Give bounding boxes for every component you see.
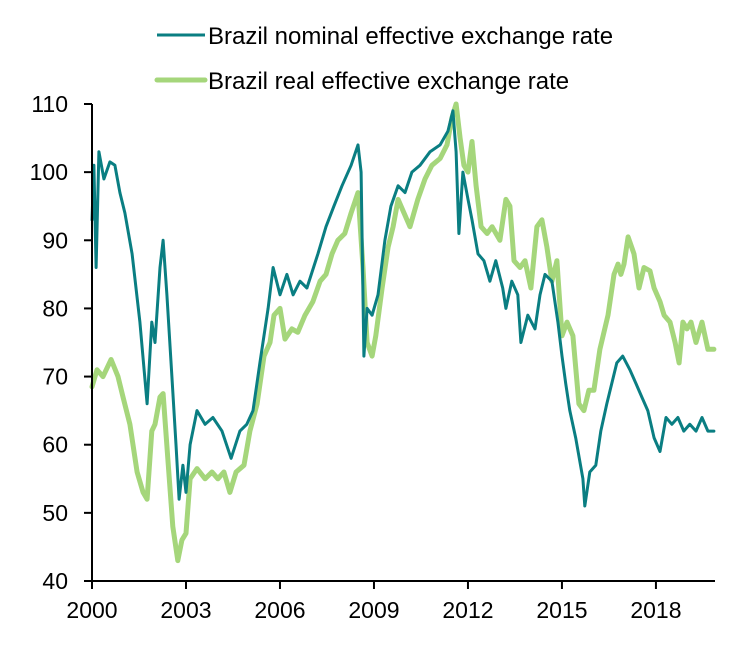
y-axis-ticks: 40 50 60 70 80 90 100 110 [30, 91, 92, 594]
x-axis-ticks: 2000 2003 2006 2009 2012 2015 2018 [66, 581, 682, 623]
series-line-real [89, 101, 717, 564]
x-tick-label: 2018 [630, 597, 681, 623]
x-tick-label: 2015 [536, 597, 587, 623]
y-tick-label: 50 [42, 500, 68, 526]
legend-item-nominal: Brazil nominal effective exchange rate [157, 23, 613, 50]
y-tick-label: 40 [42, 568, 68, 594]
y-tick-label: 110 [31, 91, 68, 117]
x-tick-label: 2006 [254, 597, 305, 623]
x-tick-label: 2009 [348, 597, 399, 623]
legend: Brazil nominal effective exchange rate B… [154, 23, 613, 95]
legend-item-real: Brazil real effective exchange rate [154, 68, 569, 95]
x-tick-label: 2003 [160, 597, 211, 623]
y-tick-label: 90 [42, 227, 68, 253]
y-tick-label: 100 [30, 159, 68, 185]
y-tick-label: 80 [42, 295, 68, 321]
y-tick-label: 70 [42, 364, 68, 390]
y-tick-label: 60 [42, 432, 68, 458]
legend-label-nominal: Brazil nominal effective exchange rate [208, 23, 613, 50]
x-tick-label: 2012 [442, 597, 493, 623]
series-line-nominal [90, 109, 716, 508]
x-tick-label: 2000 [66, 597, 117, 623]
legend-label-real: Brazil real effective exchange rate [208, 68, 569, 95]
series-layer [89, 101, 717, 564]
